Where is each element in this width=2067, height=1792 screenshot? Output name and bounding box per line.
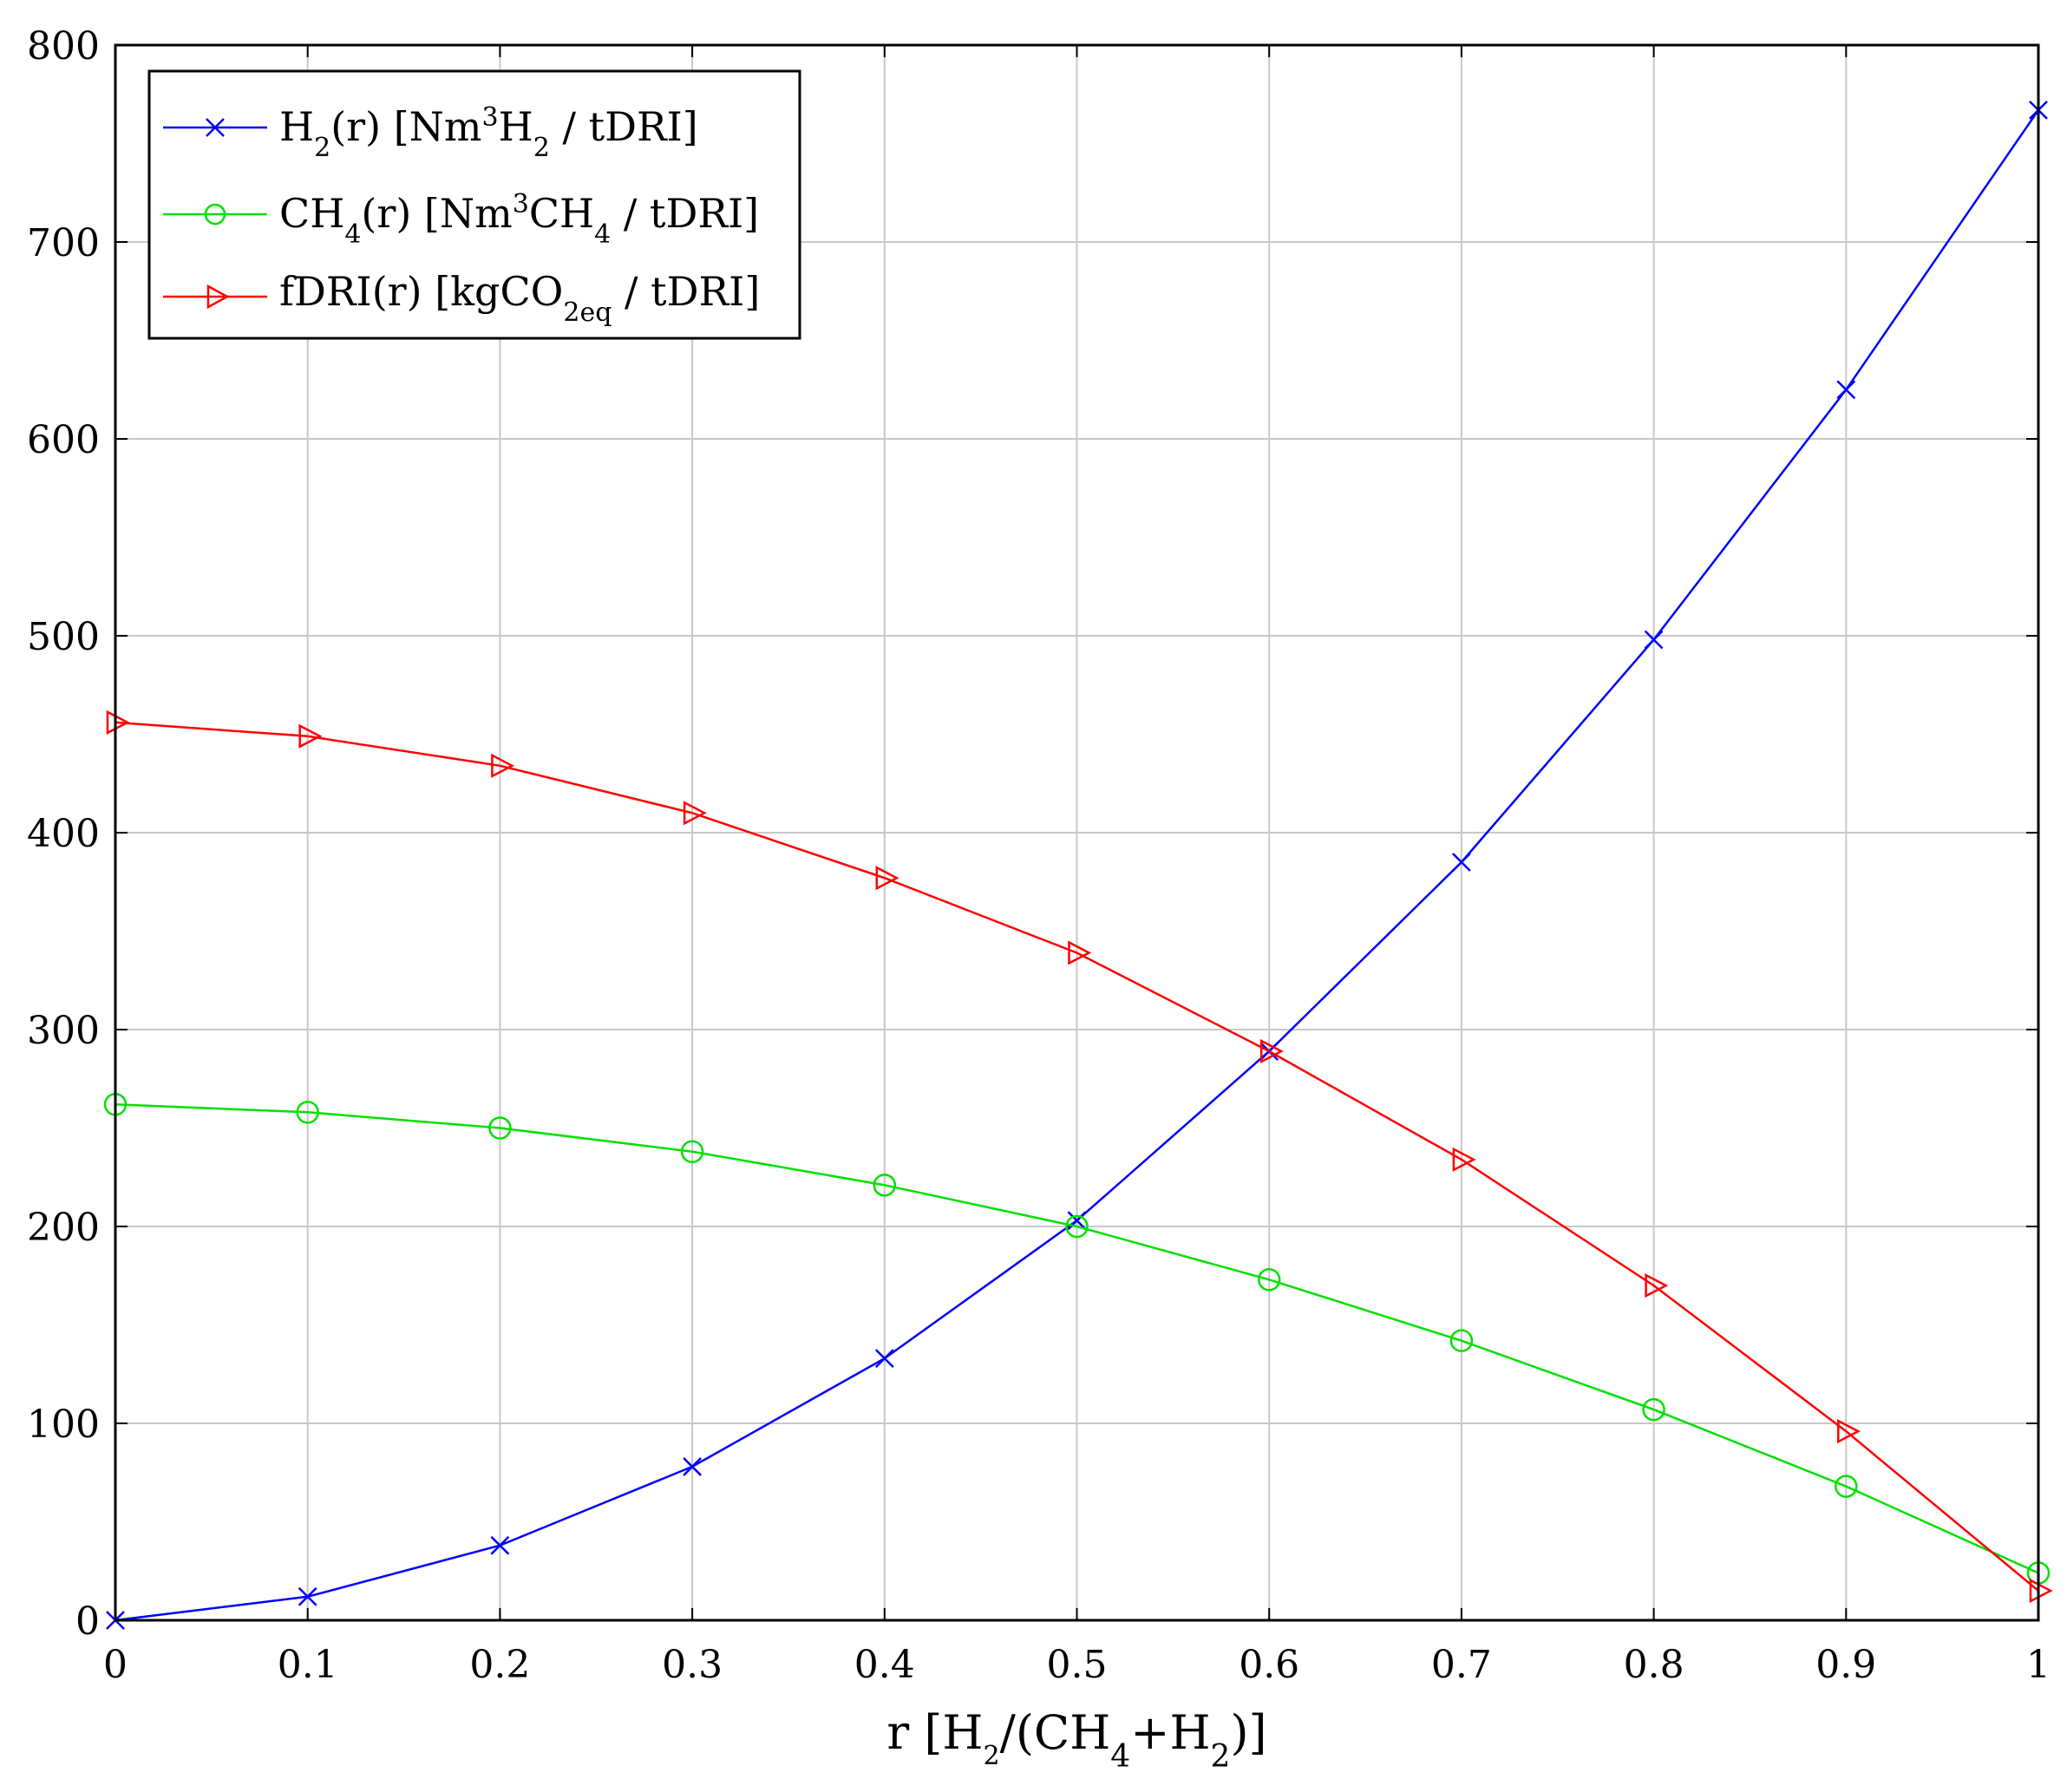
legend: H2(r) [Nm3H2 / tDRI] CH4(r) [Nm3CH4 / tD… xyxy=(147,69,801,340)
legend-entry-h2: H2(r) [Nm3H2 / tDRI] xyxy=(163,102,698,163)
series-line-fdri xyxy=(114,721,2039,1592)
x-axis-title: r [H2/(CH4+H2)] xyxy=(886,1705,1266,1775)
x-tick-label: 1 xyxy=(2026,1643,2051,1687)
x-tick-label: 0.6 xyxy=(1239,1643,1299,1687)
data-point-ch4 xyxy=(296,1101,319,1124)
y-tick-label: 800 xyxy=(27,24,100,69)
data-point-ch4 xyxy=(1257,1268,1281,1292)
x-axis-title-mid: /(CH xyxy=(1000,1705,1111,1760)
x-axis-title-plus: +H xyxy=(1130,1705,1210,1760)
x-tick-label: 0.7 xyxy=(1431,1643,1492,1687)
legend-label-h2: H2(r) [Nm3H2 / tDRI] xyxy=(279,102,698,163)
data-point-h2 xyxy=(1836,380,1856,400)
x-tick-label: 0.2 xyxy=(469,1643,530,1687)
legend-marker-ch4 xyxy=(204,203,226,226)
data-point-fdri xyxy=(1837,1419,1861,1444)
x-axis-title-sub-3: 2 xyxy=(1211,1739,1231,1775)
data-point-h2 xyxy=(1067,1211,1087,1231)
x-axis-title-main: r [H xyxy=(886,1705,983,1760)
y-tick-label: 0 xyxy=(75,1599,100,1644)
series-layer xyxy=(103,101,2053,1630)
data-point-ch4 xyxy=(1065,1214,1089,1239)
series-fdri xyxy=(106,710,2053,1604)
data-point-ch4 xyxy=(680,1140,704,1163)
data-point-ch4 xyxy=(1835,1475,1858,1498)
x-axis-title-sub-2: 4 xyxy=(1110,1739,1130,1775)
y-tick-label: 600 xyxy=(27,418,100,462)
data-point-fdri xyxy=(1068,940,1092,965)
x-tick-label: 0.8 xyxy=(1624,1643,1684,1687)
y-tick-label: 700 xyxy=(27,221,100,265)
data-point-fdri xyxy=(106,710,130,735)
data-point-fdri xyxy=(875,866,899,891)
data-point-h2 xyxy=(874,1349,894,1368)
legend-marker-h2 xyxy=(206,118,225,137)
legend-label-fdri: fDRI(r) [kgCO2eq / tDRI] xyxy=(279,268,760,328)
data-point-fdri xyxy=(1259,1038,1284,1064)
x-tick-label: 0 xyxy=(103,1643,128,1687)
y-tick-label: 400 xyxy=(27,812,100,856)
axis-ticks: 0 0.1 0.2 0.3 0.4 0.5 0.6 0.7 0.8 0.9 1 0 100 200 300 4… xyxy=(27,24,2051,1687)
legend-label-ch4: CH4(r) [Nm3CH4 / tDRI] xyxy=(279,189,759,250)
data-point-ch4 xyxy=(1449,1329,1474,1352)
data-point-fdri xyxy=(491,753,515,778)
data-point-ch4 xyxy=(488,1116,512,1140)
y-tick-label: 500 xyxy=(27,615,100,659)
legend-box xyxy=(147,69,801,340)
legend-entry-fdri: fDRI(r) [kgCO2eq / tDRI] xyxy=(163,268,760,328)
x-tick-label: 0.3 xyxy=(662,1643,723,1687)
data-point-ch4 xyxy=(1642,1397,1665,1422)
y-tick-label: 300 xyxy=(27,1009,100,1053)
legend-entry-ch4: CH4(r) [Nm3CH4 / tDRI] xyxy=(163,189,759,250)
series-line-ch4 xyxy=(114,1103,2039,1574)
data-point-h2 xyxy=(298,1586,317,1606)
data-point-fdri xyxy=(298,723,323,749)
data-point-ch4 xyxy=(873,1174,897,1197)
data-point-fdri xyxy=(1645,1273,1669,1298)
data-point-h2 xyxy=(1452,853,1471,872)
x-tick-label: 0.5 xyxy=(1047,1643,1108,1687)
legend-marker-fdri xyxy=(206,284,230,310)
y-tick-label: 200 xyxy=(27,1206,100,1250)
y-tick-label: 100 xyxy=(27,1403,100,1447)
data-point-h2 xyxy=(683,1457,702,1476)
x-axis-title-sub-1: 2 xyxy=(984,1741,1000,1771)
data-point-fdri xyxy=(683,801,707,826)
data-point-fdri xyxy=(2029,1578,2053,1604)
data-point-fdri xyxy=(1452,1147,1476,1172)
x-tick-label: 0.4 xyxy=(854,1643,915,1687)
data-point-h2 xyxy=(1644,630,1664,650)
data-point-h2 xyxy=(490,1535,510,1555)
x-tick-label: 0.1 xyxy=(278,1643,338,1687)
x-axis-title-end: )] xyxy=(1230,1705,1266,1760)
x-tick-label: 0.9 xyxy=(1815,1643,1876,1687)
